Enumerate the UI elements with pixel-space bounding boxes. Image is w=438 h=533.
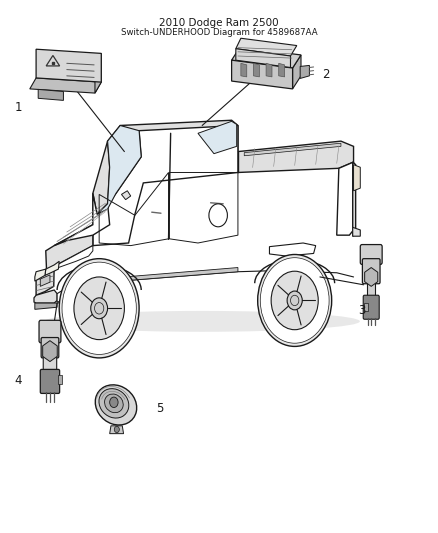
Polygon shape <box>353 228 360 236</box>
Polygon shape <box>93 141 110 214</box>
FancyBboxPatch shape <box>43 354 57 373</box>
Polygon shape <box>238 141 353 173</box>
Polygon shape <box>236 49 290 68</box>
Polygon shape <box>36 49 101 82</box>
Ellipse shape <box>105 394 123 413</box>
Polygon shape <box>293 55 301 89</box>
FancyBboxPatch shape <box>41 337 59 358</box>
Circle shape <box>74 277 124 340</box>
Text: Switch-UNDERHOOD Diagram for 4589687AA: Switch-UNDERHOOD Diagram for 4589687AA <box>121 28 317 37</box>
Polygon shape <box>40 275 50 286</box>
Polygon shape <box>34 290 57 303</box>
Text: 2010 Dodge Ram 2500: 2010 Dodge Ram 2500 <box>159 19 279 28</box>
FancyBboxPatch shape <box>360 245 382 264</box>
Polygon shape <box>54 246 93 269</box>
Polygon shape <box>279 63 285 77</box>
Ellipse shape <box>45 311 360 332</box>
FancyBboxPatch shape <box>40 369 60 393</box>
Polygon shape <box>269 243 316 256</box>
Text: 5: 5 <box>156 402 164 415</box>
Polygon shape <box>95 53 101 93</box>
Circle shape <box>62 262 136 354</box>
Polygon shape <box>35 303 57 309</box>
Circle shape <box>258 254 332 346</box>
Polygon shape <box>36 266 54 295</box>
Polygon shape <box>353 165 360 191</box>
Polygon shape <box>46 225 93 272</box>
Circle shape <box>110 397 118 408</box>
Circle shape <box>260 257 329 343</box>
Bar <box>364 303 368 311</box>
Polygon shape <box>244 143 341 156</box>
Polygon shape <box>30 78 101 93</box>
Polygon shape <box>57 272 101 302</box>
Circle shape <box>209 204 227 227</box>
FancyBboxPatch shape <box>362 259 380 284</box>
Polygon shape <box>45 261 59 276</box>
Polygon shape <box>337 162 353 235</box>
Circle shape <box>114 426 119 433</box>
Polygon shape <box>266 63 272 77</box>
Polygon shape <box>110 426 124 434</box>
Polygon shape <box>97 125 141 214</box>
Polygon shape <box>241 63 247 77</box>
Polygon shape <box>93 125 238 246</box>
FancyBboxPatch shape <box>39 320 61 343</box>
Circle shape <box>287 291 302 310</box>
Polygon shape <box>198 122 237 154</box>
Polygon shape <box>232 60 293 89</box>
FancyBboxPatch shape <box>363 295 379 319</box>
Polygon shape <box>365 268 378 286</box>
Text: 4: 4 <box>14 374 22 387</box>
Bar <box>367 281 375 298</box>
Polygon shape <box>38 90 64 100</box>
Text: 3: 3 <box>358 304 366 317</box>
Polygon shape <box>42 341 57 361</box>
Circle shape <box>59 259 139 358</box>
Bar <box>57 375 62 384</box>
Polygon shape <box>35 269 46 281</box>
Polygon shape <box>236 38 297 56</box>
Polygon shape <box>232 47 301 68</box>
Polygon shape <box>254 63 259 77</box>
Polygon shape <box>108 120 238 167</box>
Ellipse shape <box>99 389 129 418</box>
Polygon shape <box>93 268 238 283</box>
Polygon shape <box>353 162 356 236</box>
Text: 2: 2 <box>322 68 330 81</box>
Polygon shape <box>300 66 309 78</box>
Text: 1: 1 <box>14 101 22 114</box>
Polygon shape <box>54 193 110 246</box>
Ellipse shape <box>95 385 137 425</box>
Polygon shape <box>121 191 131 200</box>
Circle shape <box>91 298 108 319</box>
Circle shape <box>271 271 318 330</box>
